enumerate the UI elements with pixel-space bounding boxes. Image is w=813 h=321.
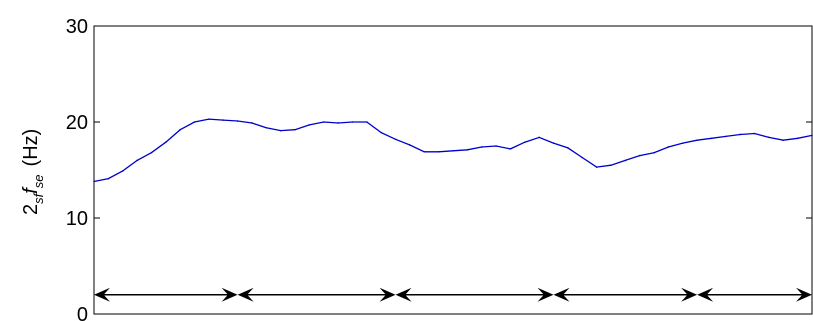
y-axis-label: 2sffse (Hz)	[20, 129, 46, 215]
data-point	[768, 136, 770, 139]
y-tick-label: 20	[66, 112, 88, 134]
data-point	[466, 149, 469, 151]
arrowhead-left	[553, 287, 570, 302]
data-point	[452, 150, 454, 152]
data-point	[480, 146, 483, 148]
ylabel-sub1: sf	[31, 192, 46, 204]
plot-frame	[93, 25, 813, 315]
data-point	[753, 132, 756, 135]
data-point	[796, 137, 799, 140]
data-point	[236, 120, 239, 122]
data-point	[710, 137, 713, 140]
data-point	[624, 159, 627, 162]
data-point	[322, 121, 325, 123]
data-point	[495, 145, 497, 147]
y-tick-label: 30	[66, 16, 88, 38]
data-point	[351, 121, 354, 123]
arrowhead-right	[221, 287, 238, 302]
data-point	[294, 128, 296, 131]
y-ticks: 0 10 20 30	[66, 16, 812, 321]
ylabel-sub2: se	[31, 174, 46, 188]
data-point	[610, 164, 612, 166]
data-point	[394, 138, 397, 141]
data-point	[165, 141, 167, 143]
data-point	[552, 142, 555, 144]
data-point	[739, 133, 741, 136]
ylabel-unit: (Hz)	[20, 129, 42, 167]
data-point	[136, 159, 138, 162]
data-point	[696, 139, 698, 142]
ylabel-base: 2	[20, 204, 42, 215]
plot-axes	[93, 25, 813, 315]
data-point	[279, 129, 282, 132]
data-point	[782, 139, 785, 142]
data-point	[595, 166, 598, 168]
data-point	[208, 118, 210, 120]
data-point	[437, 150, 440, 153]
data-point	[509, 148, 512, 150]
arrowhead-right	[537, 287, 554, 302]
data-point	[423, 150, 426, 153]
arrowhead-left	[697, 287, 714, 302]
ylabel-f: f	[20, 186, 42, 194]
data-point	[811, 134, 813, 137]
data-point	[179, 128, 181, 131]
arrowhead-left	[395, 287, 412, 302]
data-point	[380, 131, 383, 134]
data-point	[222, 119, 225, 121]
data-point	[409, 144, 411, 146]
data-point	[653, 151, 655, 154]
arrowhead-left	[237, 287, 254, 302]
data-point	[107, 177, 110, 180]
data-point	[567, 147, 569, 149]
segment-markers	[94, 287, 812, 302]
data-point	[265, 126, 268, 129]
data-point	[93, 180, 95, 183]
data-point	[538, 136, 540, 139]
arrowhead-right	[681, 287, 698, 302]
arrowhead-right	[379, 287, 396, 302]
arrowhead-left	[94, 287, 110, 302]
data-point	[121, 170, 124, 172]
y-tick-label: 10	[66, 208, 88, 230]
data-point	[193, 121, 196, 123]
data-point	[667, 146, 670, 148]
data-point	[681, 142, 684, 144]
data-point	[638, 154, 641, 157]
data-point	[150, 151, 153, 154]
data-point	[337, 122, 339, 124]
data-point	[524, 141, 526, 143]
arrowhead-right	[796, 287, 812, 302]
data-point	[251, 122, 253, 124]
data-point	[581, 156, 584, 159]
data-point	[725, 135, 727, 138]
series-layer	[93, 118, 813, 183]
data-point	[308, 124, 311, 126]
data-point	[366, 121, 368, 123]
y-tick-label: 0	[77, 304, 88, 321]
